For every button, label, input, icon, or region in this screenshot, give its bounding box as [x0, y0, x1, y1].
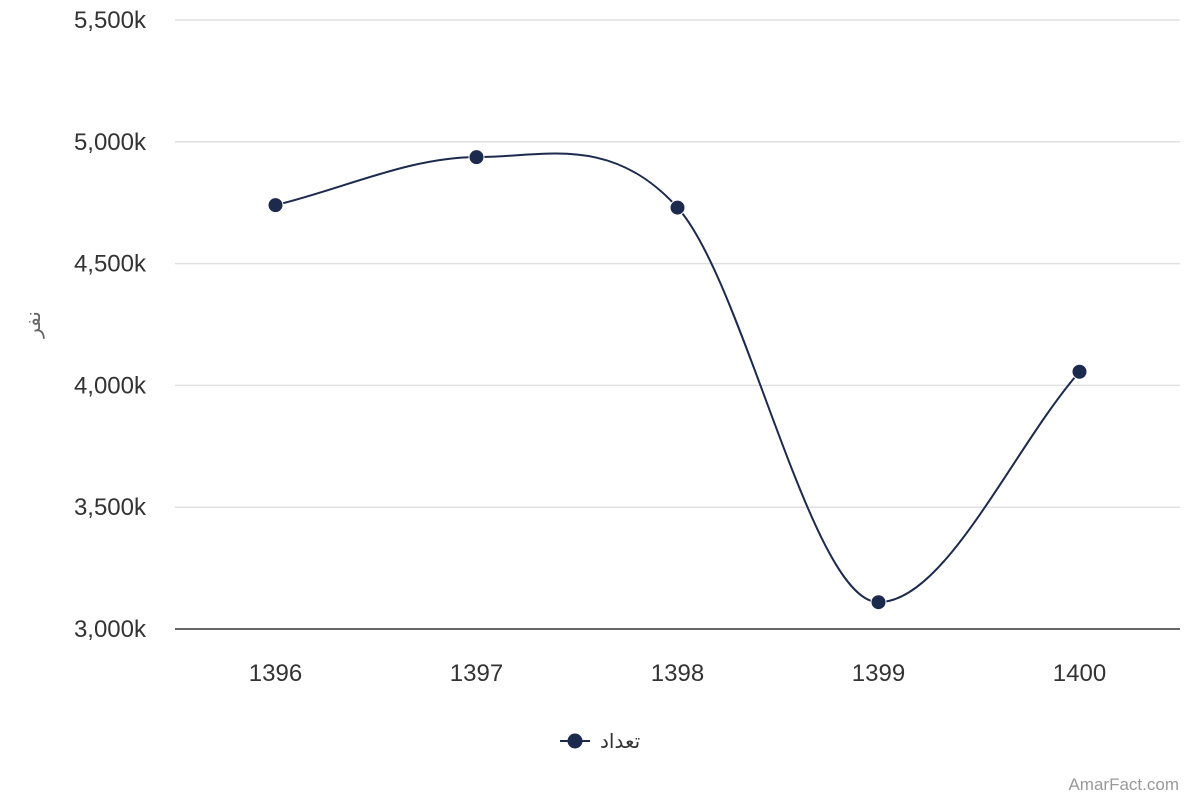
x-tick-label: 1398 [651, 660, 704, 687]
y-tick-label: 4,000k [74, 372, 147, 399]
grid-lines [175, 19, 1180, 508]
x-tick-label: 1396 [249, 660, 302, 687]
data-point[interactable] [870, 594, 887, 611]
legend[interactable]: تعداد [560, 729, 640, 753]
x-tick-label: 1399 [852, 660, 905, 687]
x-tick-label: 1397 [450, 660, 503, 687]
x-tick-label: 1400 [1053, 660, 1106, 687]
legend-dot-marker [567, 733, 583, 749]
series-line [275, 152, 1081, 604]
y-tick-label: 5,000k [74, 129, 147, 156]
y-tick-label: 4,500k [74, 251, 147, 278]
y-axis-tick-labels: 3,000k 3,500k 4,000k 4,500k 5,000k 5,500k [74, 7, 147, 643]
data-point[interactable] [1071, 363, 1088, 380]
data-point[interactable] [468, 149, 485, 166]
legend-label: تعداد [600, 729, 640, 753]
y-tick-label: 5,500k [74, 7, 147, 34]
credit-link[interactable]: AmarFact.com [1068, 775, 1179, 794]
data-point[interactable] [267, 197, 284, 214]
data-point[interactable] [669, 199, 686, 216]
series-group [267, 149, 1088, 611]
y-tick-label: 3,500k [74, 494, 147, 521]
y-tick-label: 3,000k [74, 616, 147, 643]
y-axis-label: نفر [21, 311, 45, 339]
x-axis-tick-labels: 1396 1397 1398 1399 1400 [249, 660, 1106, 687]
